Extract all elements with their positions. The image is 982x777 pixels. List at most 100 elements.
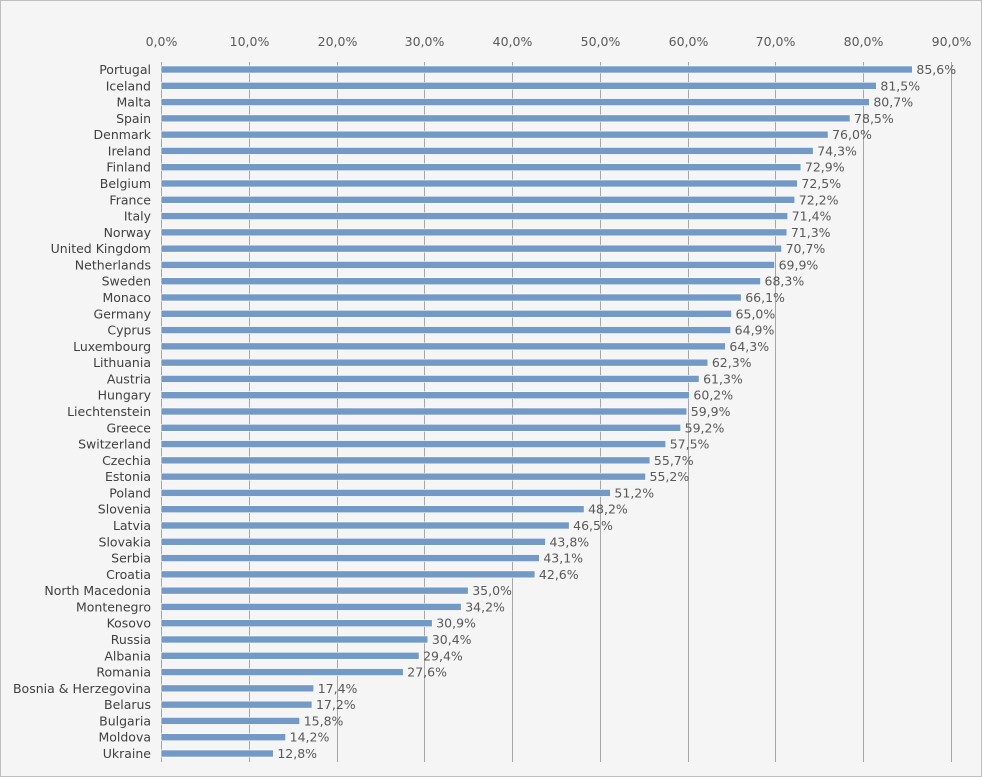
bar (160, 456, 651, 465)
category-label: Germany (94, 306, 152, 321)
data-label: 57,5% (670, 437, 710, 452)
data-label: 14,2% (290, 730, 330, 745)
category-label: Lithuania (93, 355, 151, 370)
category-label: Belarus (104, 697, 151, 712)
category-label: Slovakia (99, 534, 151, 549)
data-label: 76,0% (832, 127, 872, 142)
category-label: Luxembourg (73, 339, 151, 354)
category-label: Iceland (106, 78, 151, 93)
data-label: 74,3% (817, 143, 857, 158)
data-label: 12,8% (277, 746, 317, 761)
data-label: 51,2% (614, 485, 654, 500)
category-label: France (109, 192, 151, 207)
bar (160, 195, 796, 204)
bar (160, 586, 469, 595)
data-label: 72,2% (799, 192, 839, 207)
category-label: Switzerland (78, 437, 151, 452)
bar (160, 537, 546, 546)
bar (160, 635, 429, 644)
category-label: Austria (107, 371, 151, 386)
bar (160, 179, 798, 188)
category-label: Denmark (94, 127, 152, 142)
category-label: Malta (117, 95, 151, 110)
data-label: 65,0% (736, 306, 776, 321)
bar (160, 440, 667, 448)
data-label: 35,0% (472, 583, 512, 598)
bar (160, 212, 789, 220)
category-label: United Kingdom (51, 241, 151, 256)
category-label: Slovenia (98, 502, 151, 517)
category-label: Greece (107, 420, 152, 435)
bar (160, 749, 274, 758)
bar (160, 684, 315, 693)
x-tick-label: 50,0% (581, 34, 621, 49)
data-label: 78,5% (854, 111, 894, 126)
data-label: 43,1% (543, 551, 583, 566)
category-label: Russia (111, 632, 151, 647)
category-label: Ukraine (103, 746, 152, 761)
bar (160, 407, 688, 416)
data-label: 15,8% (304, 713, 344, 728)
x-tick-label: 30,0% (405, 34, 445, 49)
bar (160, 130, 829, 139)
data-label: 81,5% (880, 78, 920, 93)
category-label: Ireland (108, 143, 151, 158)
category-label: Czechia (102, 453, 151, 468)
data-label: 30,4% (432, 632, 472, 647)
category-label: Estonia (105, 469, 151, 484)
category-label: Cyprus (107, 323, 151, 338)
bar (160, 619, 433, 628)
bar (160, 147, 814, 155)
data-label: 17,2% (316, 697, 356, 712)
category-label: Spain (116, 111, 151, 126)
bar (160, 309, 732, 318)
data-label: 55,7% (654, 453, 694, 468)
x-tick-label: 0,0% (146, 34, 178, 49)
category-label: Moldova (98, 730, 151, 745)
data-label: 30,9% (436, 616, 476, 631)
bar (160, 554, 540, 562)
category-label: Montenegro (76, 599, 151, 614)
bar (160, 489, 611, 497)
bar (160, 65, 913, 74)
category-label: Monaco (102, 290, 151, 305)
x-tick-label: 20,0% (318, 34, 358, 49)
bar (160, 326, 731, 334)
bar (160, 651, 420, 660)
data-label: 61,3% (703, 371, 743, 386)
data-label: 71,4% (792, 209, 832, 224)
bar (160, 505, 585, 514)
bar (160, 603, 462, 611)
category-label: Belgium (100, 176, 151, 191)
bar (160, 163, 802, 172)
bar (160, 261, 775, 269)
category-label: Netherlands (75, 257, 151, 272)
bar (160, 375, 700, 383)
bar (160, 98, 870, 106)
category-label: Bosnia & Herzegovina (13, 681, 151, 696)
bar (160, 277, 761, 286)
category-label: Portugal (99, 62, 151, 77)
data-label: 72,9% (805, 160, 845, 175)
data-label: 69,9% (779, 257, 819, 272)
bar (160, 342, 726, 351)
data-label: 59,2% (685, 420, 725, 435)
data-label: 80,7% (873, 95, 913, 110)
bar (160, 700, 313, 709)
data-label: 85,6% (916, 62, 956, 77)
category-label: Bulgaria (99, 713, 151, 728)
category-label: Latvia (113, 518, 151, 533)
category-label: Poland (109, 485, 151, 500)
x-tick-label: 90,0% (932, 34, 972, 49)
bar (160, 668, 404, 676)
category-label: Kosovo (107, 616, 151, 631)
bar (160, 114, 851, 123)
bar (160, 570, 536, 579)
bar (160, 244, 782, 253)
category-label: Liechtenstein (67, 404, 151, 419)
data-label: 71,3% (791, 225, 831, 240)
bar (160, 717, 300, 725)
category-label: Albania (104, 648, 151, 663)
data-label: 66,1% (745, 290, 785, 305)
